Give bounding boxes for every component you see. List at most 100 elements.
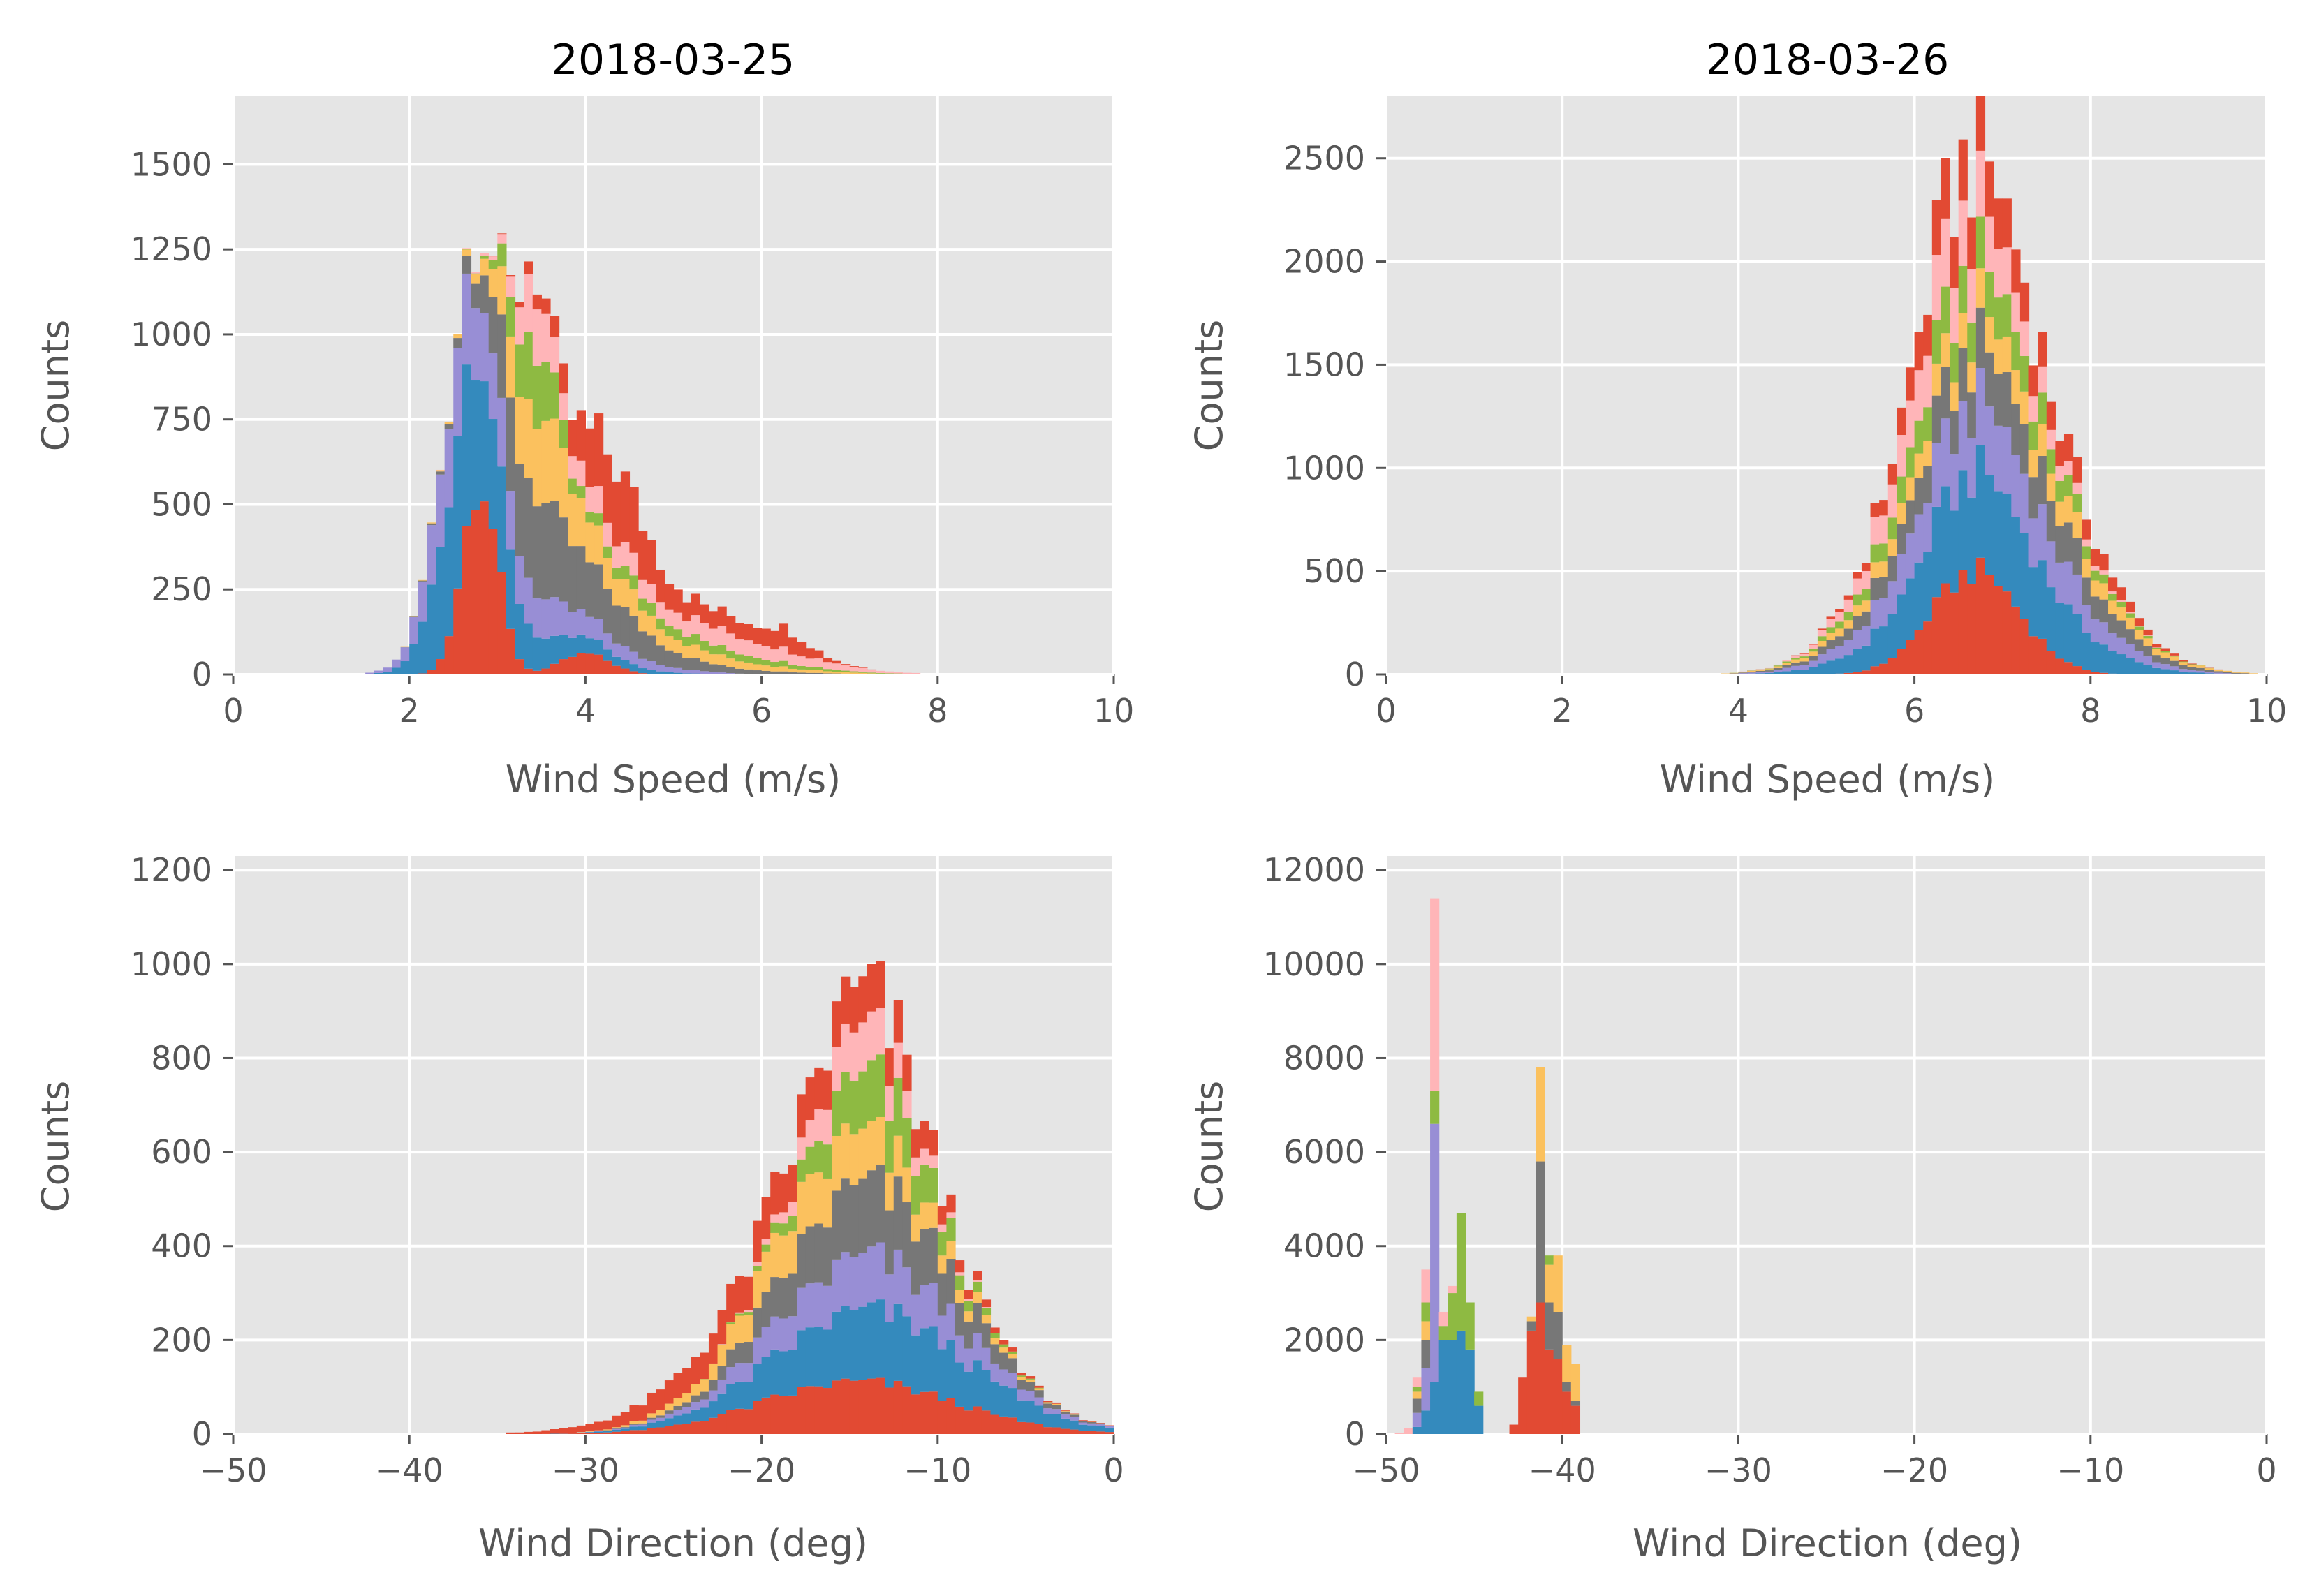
histogram-bar-segment xyxy=(682,1368,692,1394)
histogram-bar-segment xyxy=(929,1227,938,1283)
histogram-bar-segment xyxy=(691,1402,700,1410)
histogram-bar-segment xyxy=(893,1077,903,1136)
histogram-bar-segment xyxy=(559,1433,568,1434)
histogram-bar-segment xyxy=(1861,589,1871,601)
histogram-bar-segment xyxy=(603,1420,612,1430)
histogram-bar-segment xyxy=(2178,660,2188,662)
histogram-bar-segment xyxy=(682,670,692,674)
histogram-bar-segment xyxy=(2055,466,2065,481)
histogram-bar-segment xyxy=(2019,424,2030,474)
histogram-bar-segment xyxy=(585,653,595,674)
histogram-bar-segment xyxy=(436,474,446,547)
histogram-bar-segment xyxy=(1052,1409,1061,1414)
histogram-bar-segment xyxy=(691,1357,700,1384)
x-tick-label: −50 xyxy=(199,1451,267,1489)
histogram-bar-segment xyxy=(1994,198,2003,249)
histogram-bar-segment xyxy=(867,1246,877,1303)
histogram-bar-segment xyxy=(1404,1428,1413,1434)
histogram-bar-segment xyxy=(515,1432,524,1434)
y-tick-label: 1250 xyxy=(131,230,212,268)
histogram-bar-segment xyxy=(920,1148,929,1165)
histogram-bar-segment xyxy=(1412,1412,1422,1427)
histogram-bar-segment xyxy=(1861,626,1871,646)
histogram-bar-segment xyxy=(1799,670,1809,674)
histogram-bar-segment xyxy=(841,1306,851,1379)
histogram-bar-segment xyxy=(990,1414,1000,1434)
histogram-bar-segment xyxy=(929,1167,938,1203)
histogram-bar-segment xyxy=(876,1299,885,1378)
histogram-bar-segment xyxy=(462,526,472,674)
histogram-bar-segment xyxy=(2046,473,2056,501)
histogram-bar-segment xyxy=(1826,660,1836,674)
histogram-bar-segment xyxy=(1870,577,1880,600)
histogram-bar-segment xyxy=(964,1321,973,1349)
histogram-bar-segment xyxy=(937,1401,948,1434)
histogram-bar-segment xyxy=(488,256,498,260)
histogram-bar-segment xyxy=(480,256,489,259)
histogram-bar-segment xyxy=(550,635,560,664)
histogram-bar-segment xyxy=(2038,423,2047,456)
histogram-bar-segment xyxy=(876,961,885,1009)
histogram-bar-segment xyxy=(779,1278,789,1319)
histogram-bar-segment xyxy=(752,628,763,644)
histogram-bar-segment xyxy=(1087,1423,1097,1426)
histogram-bar-segment xyxy=(471,308,480,381)
histogram-bar-segment xyxy=(1923,407,1933,441)
histogram-bar-segment xyxy=(444,636,454,674)
histogram-bar-segment xyxy=(841,1023,851,1072)
histogram-bar-segment xyxy=(612,1428,621,1429)
histogram-bar-segment xyxy=(1052,1427,1061,1434)
histogram-bar-segment xyxy=(779,1351,789,1396)
histogram-bar-segment xyxy=(585,638,595,654)
histogram-bar-segment xyxy=(603,557,612,589)
histogram-bar-segment xyxy=(629,671,639,674)
histogram-bar-segment xyxy=(981,1347,992,1370)
histogram-bar-segment xyxy=(1096,1423,1105,1424)
histogram-bar-segment xyxy=(797,1287,807,1331)
histogram-bar-segment xyxy=(664,1418,675,1426)
histogram-bar-segment xyxy=(955,1275,965,1290)
histogram-bar-segment xyxy=(841,1123,851,1179)
histogram-bar-segment xyxy=(841,1252,851,1306)
histogram-bar-segment xyxy=(1562,1345,1572,1382)
histogram-bar-segment xyxy=(999,1344,1009,1348)
histogram-bar-segment xyxy=(1791,670,1801,674)
histogram-bar-segment xyxy=(524,261,533,274)
histogram-bar-segment xyxy=(1879,561,1889,577)
histogram-bar-segment xyxy=(1078,1422,1088,1425)
histogram-bar-segment xyxy=(1570,1364,1581,1401)
histogram-bar-segment xyxy=(2187,663,2197,665)
histogram-bar-segment xyxy=(2082,670,2091,674)
histogram-bar-segment xyxy=(2038,504,2047,561)
histogram-bar-segment xyxy=(647,1428,656,1434)
histogram-bar-segment xyxy=(603,589,612,634)
histogram-bar-segment xyxy=(885,671,894,674)
histogram-bar-segment xyxy=(2116,601,2126,608)
histogram-bar-segment xyxy=(858,1022,868,1072)
histogram-bar-segment xyxy=(1738,672,1748,674)
histogram-bar-segment xyxy=(2178,661,2188,663)
histogram-bar-segment xyxy=(1799,653,1809,657)
histogram-bar-segment xyxy=(2143,656,2153,665)
histogram-bar-segment xyxy=(576,486,586,498)
histogram-bar-segment xyxy=(532,670,542,674)
histogram-bar-segment xyxy=(823,1109,833,1145)
histogram-bar-segment xyxy=(2028,450,2038,478)
histogram-bar-segment xyxy=(2116,600,2126,602)
y-tick-label: 1500 xyxy=(1283,346,1365,383)
histogram-bar-segment xyxy=(1412,1391,1422,1399)
histogram-bar-segment xyxy=(841,976,851,1024)
histogram-bar-segment xyxy=(849,1310,859,1381)
histogram-bar-segment xyxy=(1817,654,1827,664)
histogram-bar-segment xyxy=(1782,661,1792,663)
histogram-bar-segment xyxy=(594,640,604,655)
histogram-bar-segment xyxy=(576,546,586,609)
histogram-bar-segment xyxy=(981,1307,992,1308)
histogram-bar-segment xyxy=(700,661,709,672)
histogram-bar-segment xyxy=(1985,406,1994,475)
histogram-bar-segment xyxy=(1087,1421,1097,1422)
histogram-bar-segment xyxy=(2108,600,2118,614)
histogram-bar-segment xyxy=(1738,673,1748,674)
histogram-bar-segment xyxy=(629,1421,639,1424)
histogram-bar-segment xyxy=(664,609,675,626)
